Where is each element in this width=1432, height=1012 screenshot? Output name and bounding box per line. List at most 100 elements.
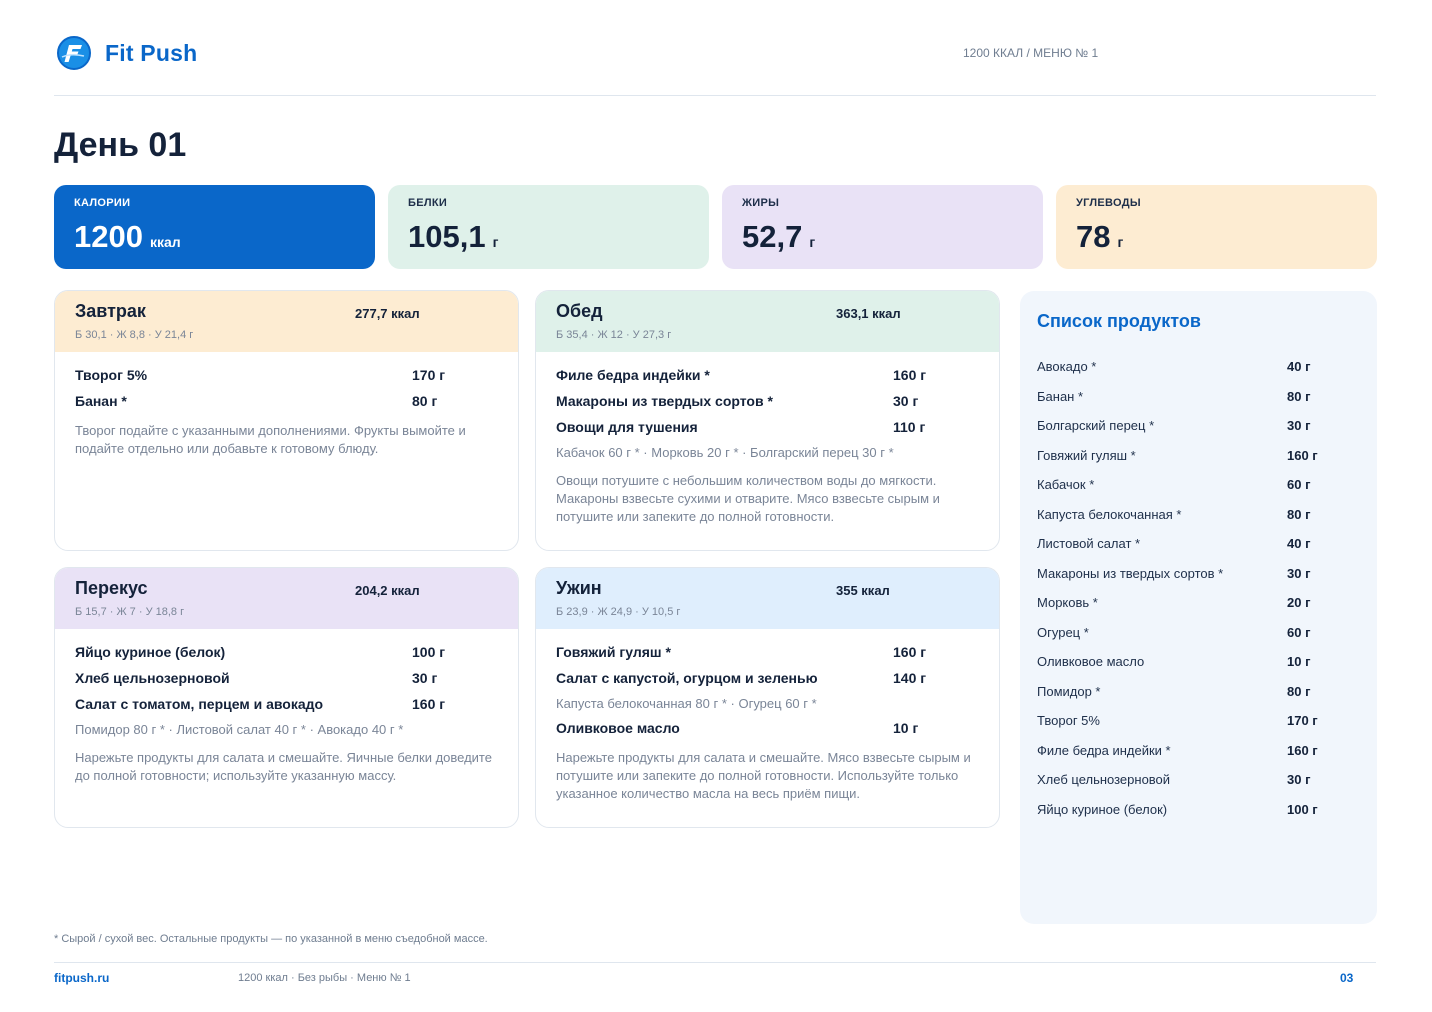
item-amount: 100 г [412,644,446,660]
meal-card-breakfast: Завтрак 277,7 ккал Б 30,1 · Ж 8,8 · У 21… [54,290,519,551]
brand-name: Fit Push [105,39,198,66]
menu-code: 1200 ККАЛ / МЕНЮ № 1 [963,46,1099,60]
product-row: Огурец * 60 г [1037,618,1360,648]
item-amount: 140 г [893,670,927,686]
product-row: Говяжий гуляш * 160 г [1037,441,1360,471]
item-amount: 30 г [412,670,438,686]
product-name: Листовой салат * [1037,536,1141,552]
item-name: Банан * [75,393,127,409]
calories-card: КАЛОРИИ 1200 ккал [54,185,375,269]
item-breakdown: Помидор 80 г * · Листовой салат 40 г * ·… [75,721,404,737]
meal-item: Яйцо куриное (белок) 100 г [75,639,498,665]
calories-value: 1200 [74,219,143,254]
product-amount: 10 г [1287,654,1311,670]
carbs-card: УГЛЕВОДЫ 78 г [1056,185,1377,269]
product-name: Помидор * [1037,683,1101,699]
product-name: Банан * [1037,388,1084,404]
meal-item: Оливковое масло 10 г [556,715,979,741]
product-row: Морковь * 20 г [1037,588,1360,618]
meal-macros: Б 23,9 · Ж 24,9 · У 10,5 г [556,606,681,618]
product-amount: 30 г [1287,772,1311,788]
item-amount: 80 г [412,393,438,409]
product-row: Хлеб цельнозерновой 30 г [1037,765,1360,795]
carbs-unit: г [1117,234,1124,250]
meal-item: Макароны из твердых сортов * 30 г [556,388,979,414]
product-row: Болгарский перец * 30 г [1037,411,1360,441]
footer-divider [54,962,1376,963]
meal-header: Обед 363,1 ккал Б 35,4 · Ж 12 · У 27,3 г [536,291,999,352]
calories-label: КАЛОРИИ [74,197,131,209]
meal-note: Нарежьте продукты для салата и смешайте.… [75,750,492,783]
product-name: Оливковое масло [1037,654,1145,670]
product-name: Говяжий гуляш * [1037,447,1136,463]
item-breakdown: Кабачок 60 г * · Морковь 20 г * · Болгар… [556,444,894,460]
footnote: * Сырой / сухой вес. Остальные продукты … [54,933,488,945]
product-amount: 40 г [1287,359,1311,375]
protein-label: БЕЛКИ [408,197,448,209]
product-row: Помидор * 80 г [1037,677,1360,707]
meal-item: Овощи для тушения 110 г [556,414,979,440]
calories-unit: ккал [149,234,181,250]
product-amount: 40 г [1287,536,1311,552]
item-amount: 160 г [893,367,927,383]
product-list-panel: Список продуктов Авокадо * 40 г Банан * 80 … [1020,291,1377,924]
product-list-title: Список продуктов [1037,311,1201,331]
product-amount: 60 г [1287,624,1311,640]
meal-header: Ужин 355 ккал Б 23,9 · Ж 24,9 · У 10,5 г [536,568,999,629]
meal-kcal: 204,2 ккал [355,583,420,598]
page-number: 03 [1340,971,1354,985]
protein-value: 105,1 [408,219,486,254]
product-row: Капуста белокочанная * 80 г [1037,500,1360,530]
product-name: Кабачок * [1037,477,1095,493]
meal-macros: Б 30,1 · Ж 8,8 · У 21,4 г [75,329,194,341]
product-amount: 30 г [1287,565,1311,581]
meal-item: Говяжий гуляш * 160 г [556,639,979,665]
fitpush-logo-icon [57,36,91,70]
item-amount: 160 г [893,644,927,660]
page-title: День 01 [54,126,187,164]
product-amount: 30 г [1287,418,1311,434]
item-name: Филе бедра индейки * [556,367,710,383]
fat-card: ЖИРЫ 52,7 г [722,185,1043,269]
product-amount: 170 г [1287,713,1318,729]
product-name: Яйцо куриное (белок) [1037,801,1168,817]
meal-note: Нарежьте продукты для салата и смешайте.… [556,750,971,801]
protein-card: БЕЛКИ 105,1 г [388,185,709,269]
meal-card-dinner: Ужин 355 ккал Б 23,9 · Ж 24,9 · У 10,5 г… [535,567,1000,828]
meal-title: Обед [556,301,603,321]
item-name: Оливковое масло [556,720,680,736]
meal-card-lunch: Обед 363,1 ккал Б 35,4 · Ж 12 · У 27,3 г… [535,290,1000,551]
footer-site-link[interactable]: fitpush.ru [54,971,110,985]
item-name: Хлеб цельнозерновой [75,670,230,686]
product-row: Макароны из твердых сортов * 30 г [1037,559,1360,589]
meal-kcal: 355 ккал [836,583,890,598]
protein-unit: г [492,234,499,250]
brand: Fit Push [57,36,197,70]
product-name: Авокадо * [1037,359,1097,375]
product-amount: 60 г [1287,477,1311,493]
meal-header: Перекус 204,2 ккал Б 15,7 · Ж 7 · У 18,8… [55,568,518,629]
product-name: Хлеб цельнозерновой [1037,772,1171,788]
product-amount: 20 г [1287,595,1311,611]
product-row: Оливковое масло 10 г [1037,647,1360,677]
meal-title: Завтрак [75,301,146,321]
meal-kcal: 277,7 ккал [355,306,420,321]
product-list: Авокадо * 40 г Банан * 80 г Болгарский перец… [1037,352,1360,824]
product-row: Филе бедра индейки * 160 г [1037,736,1360,766]
item-name: Творог 5% [75,367,148,383]
item-amount: 10 г [893,720,919,736]
meal-note: Творог подайте с указанными дополнениями… [75,423,466,456]
item-amount: 170 г [412,367,446,383]
item-name: Макароны из твердых сортов * [556,393,773,409]
product-row: Авокадо * 40 г [1037,352,1360,382]
product-amount: 80 г [1287,506,1311,522]
meal-item: Творог 5% 170 г [75,362,498,388]
item-amount: 160 г [412,696,446,712]
product-amount: 160 г [1287,742,1318,758]
product-amount: 100 г [1287,801,1318,817]
product-row: Листовой салат * 40 г [1037,529,1360,559]
product-name: Макароны из твердых сортов * [1037,565,1224,581]
item-amount: 30 г [893,393,919,409]
fat-label: ЖИРЫ [742,197,780,209]
item-name: Салат с капустой, огурцом и зеленью [556,670,818,686]
